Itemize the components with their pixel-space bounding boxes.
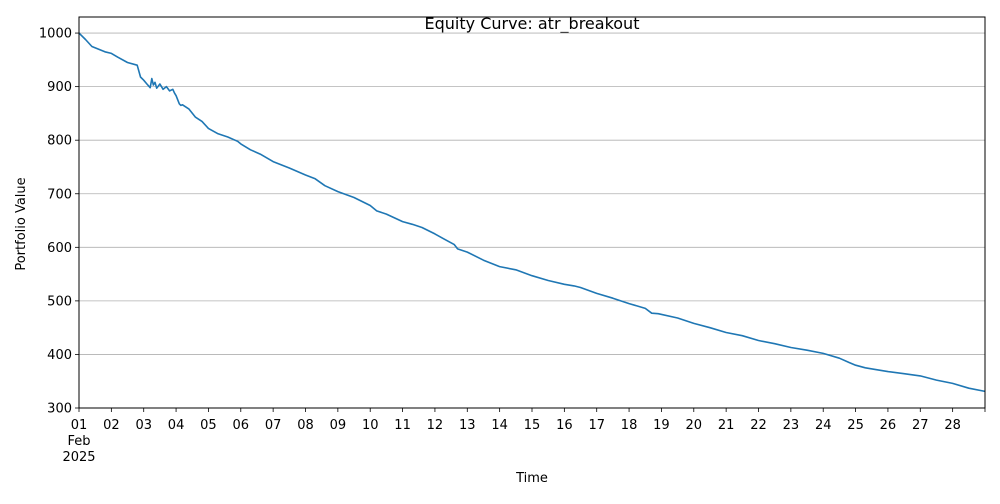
x-tick-label: 09 [330,418,347,433]
x-tick-label: 18 [621,418,638,433]
y-axis-ticks: 300 400 500 600 700 800 900 1000 [39,27,79,417]
x-tick-label: 05 [200,418,217,433]
x-tick-label: 04 [168,418,185,433]
y-tick-label: 400 [47,348,72,363]
y-tick-label: 600 [47,241,72,256]
x-tick-label: 12 [427,418,444,433]
x-tick-label: 10 [362,418,379,433]
x-tick-label: 24 [815,418,832,433]
x-tick-label: 20 [686,418,703,433]
x-tick-label: 15 [524,418,541,433]
x-tick-sublabel: 2025 [62,450,95,465]
x-tick-label: 02 [103,418,120,433]
x-tick-label: 19 [653,418,670,433]
x-tick-label: 28 [944,418,961,433]
x-tick-label: 23 [783,418,800,433]
x-tick-label: 07 [265,418,282,433]
x-tick-label: 26 [880,418,897,433]
x-tick-label: 17 [588,418,605,433]
x-tick-label: 25 [847,418,864,433]
x-tick-label: 14 [491,418,508,433]
y-tick-label: 500 [47,294,72,309]
x-tick-label: 16 [556,418,573,433]
grid-lines [79,32,985,409]
chart-title: Equity Curve: atr_breakout [425,14,640,34]
x-tick-label: 03 [135,418,152,433]
x-tick-sublabel: Feb [67,434,90,449]
x-axis-label: Time [515,471,548,486]
y-tick-label: 800 [47,134,72,149]
y-tick-label: 300 [47,402,72,417]
plot-frame [78,16,986,409]
y-tick-label: 900 [47,80,72,95]
x-tick-label: 13 [459,418,476,433]
x-tick-label: 21 [718,418,735,433]
y-axis-label: Portfolio Value [14,177,29,270]
equity-line [78,32,986,393]
y-tick-label: 1000 [39,27,72,42]
x-tick-label: 27 [912,418,929,433]
y-tick-label: 700 [47,187,72,202]
x-tick-label: 08 [297,418,314,433]
x-tick-label: 11 [394,418,411,433]
x-tick-label: 06 [233,418,250,433]
x-tick-label: 01 [71,418,88,433]
x-axis-ticks: 01 02 03 04 05 06 07 08 09 10 11 12 13 14 15 16 17 18 19 20… [62,408,986,465]
x-tick-label: 22 [750,418,767,433]
